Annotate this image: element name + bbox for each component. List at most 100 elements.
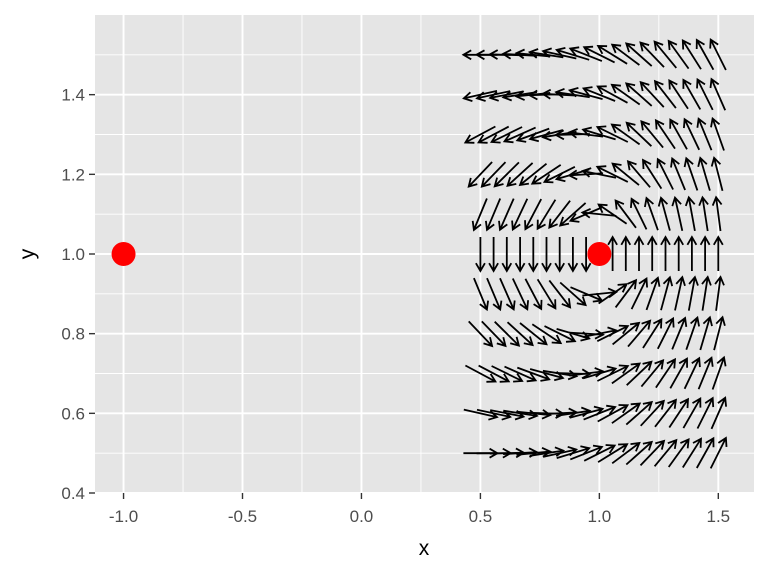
- vector-arrow: [597, 443, 629, 463]
- y-tick-label: 0.4: [61, 484, 85, 503]
- vector-arrow: [567, 87, 603, 100]
- y-axis-ticks: 0.4 0.6 0.8 1.0 1.2 1.4: [61, 86, 95, 503]
- x-tick-label: 1.5: [706, 507, 730, 526]
- vector-arrow: [640, 399, 666, 427]
- vector-arrow: [598, 283, 629, 305]
- vector-arrow: [667, 39, 690, 70]
- vector-arrow: [701, 275, 712, 311]
- vector-arrow: [660, 275, 674, 311]
- vector-arrow: [642, 158, 663, 190]
- vector-arrow: [671, 316, 688, 350]
- vector-arrow: [493, 161, 520, 188]
- vector-arrow: [544, 325, 577, 343]
- y-tick-label: 1.2: [61, 165, 85, 184]
- points-layer: [111, 242, 612, 266]
- vector-arrow: [639, 439, 666, 467]
- vector-arrow: [530, 164, 562, 185]
- vector-arrow: [581, 126, 616, 141]
- x-axis-ticks: -1.0 -0.5 0.0 0.5 1.0 1.5: [109, 493, 730, 526]
- x-tick-label: 0.5: [469, 507, 493, 526]
- vector-arrow: [536, 199, 557, 231]
- vector-arrow: [569, 444, 604, 461]
- vector-arrow: [655, 357, 677, 389]
- vector-arrow: [711, 195, 723, 232]
- x-tick-label: 0.0: [350, 507, 374, 526]
- vector-arrow: [699, 315, 713, 351]
- vector-arrow: [471, 198, 488, 232]
- vector-arrow: [567, 237, 579, 273]
- vector-arrow: [710, 156, 724, 192]
- vector-arrow: [625, 121, 653, 147]
- vector-arrow: [486, 277, 503, 312]
- vector-arrow: [696, 436, 715, 469]
- vector-arrow: [548, 279, 572, 309]
- vector-arrow: [640, 359, 665, 388]
- vector-arrow: [611, 402, 642, 424]
- vector-arrow: [488, 237, 499, 273]
- vector-arrow: [595, 125, 629, 143]
- vector-arrow: [668, 397, 689, 428]
- vector-arrow: [627, 319, 652, 348]
- vector-arrow: [524, 198, 542, 231]
- vector-arrow: [683, 356, 701, 390]
- vector-arrow: [518, 162, 548, 187]
- vector-arrow: [611, 362, 642, 385]
- vector-arrow: [695, 38, 715, 71]
- vector-arrow: [580, 207, 617, 219]
- vector-arrow: [582, 45, 616, 64]
- vector-arrow: [713, 315, 726, 351]
- vector-arrow: [607, 235, 618, 271]
- vector-arrow: [682, 397, 702, 429]
- vector-arrow: [709, 77, 727, 111]
- vector-arrow: [709, 436, 728, 469]
- vector-arrow: [610, 43, 640, 66]
- vector-arrow: [654, 398, 677, 428]
- vector-arrow: [626, 360, 653, 386]
- vector-arrow: [639, 41, 665, 68]
- vector-arrow: [626, 160, 651, 188]
- vector-arrow: [548, 200, 571, 230]
- vector-arrow: [630, 197, 648, 230]
- vector-arrow: [614, 199, 637, 229]
- vector-arrow: [684, 195, 696, 232]
- vector-arrow: [541, 237, 552, 273]
- vector-arrow: [685, 315, 700, 350]
- vector-arrow: [464, 364, 497, 383]
- x-axis-title: x: [419, 537, 430, 560]
- y-tick-label: 1.0: [61, 245, 85, 264]
- vector-arrow: [514, 237, 526, 273]
- vector-arrow: [554, 237, 565, 273]
- vector-arrow: [582, 365, 618, 380]
- y-tick-label: 0.8: [61, 325, 85, 344]
- vector-arrow: [581, 86, 616, 102]
- vector-arrow: [657, 196, 671, 231]
- vector-arrows: [461, 37, 728, 469]
- vector-arrow: [583, 404, 617, 421]
- vector-arrow: [468, 320, 494, 348]
- vector-arrow: [713, 235, 724, 271]
- vector-arrow: [697, 156, 711, 191]
- vector-arrow: [683, 156, 699, 191]
- vector-arrow: [524, 278, 543, 311]
- vector-arrow: [656, 157, 674, 190]
- vector-arrow: [667, 437, 690, 468]
- vector-arrow: [644, 196, 659, 231]
- vector-arrow: [506, 162, 534, 188]
- vector-arrow: [696, 117, 713, 151]
- y-tick-label: 0.6: [61, 404, 85, 423]
- vector-arrow: [511, 278, 529, 311]
- vector-arrow: [683, 117, 701, 151]
- vector-arrow: [653, 40, 677, 69]
- vector-arrow: [625, 400, 654, 426]
- vector-arrow: [610, 123, 641, 146]
- vector-arrow: [554, 47, 590, 61]
- vector-arrow: [475, 237, 486, 273]
- vector-arrow: [682, 437, 702, 468]
- vector-arrow: [481, 320, 507, 348]
- vector-arrow: [583, 444, 617, 462]
- vector-arrow: [639, 80, 665, 108]
- vector-arrow: [687, 275, 699, 311]
- vector-arrow: [559, 281, 587, 307]
- vector-arrow: [640, 120, 664, 149]
- vector-arrow: [612, 321, 641, 346]
